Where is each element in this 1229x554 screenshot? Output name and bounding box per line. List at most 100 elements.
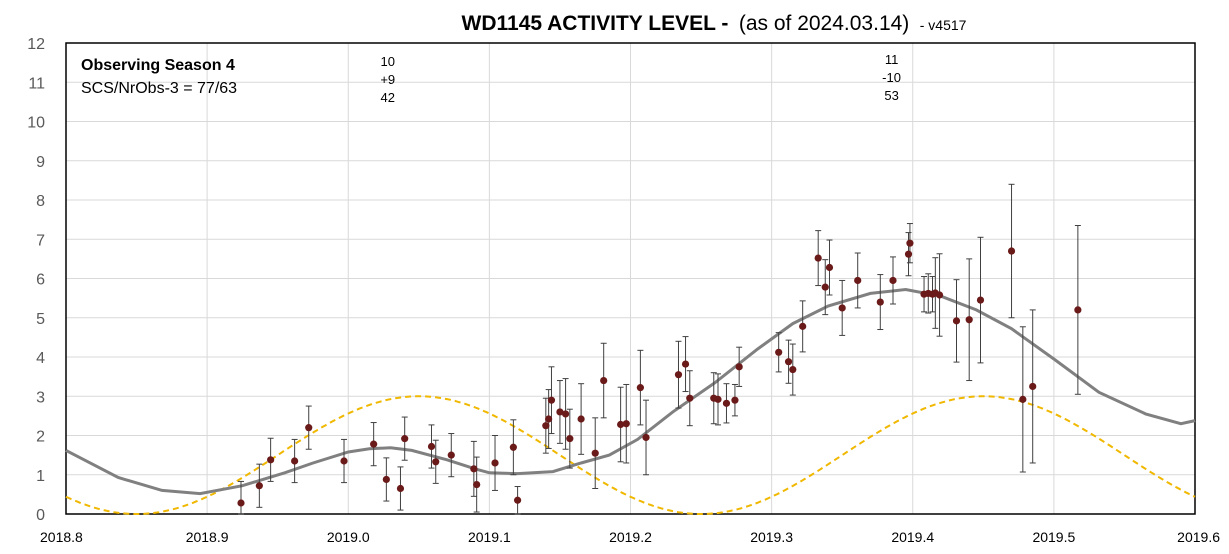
data-point xyxy=(821,283,829,291)
data-point xyxy=(1074,306,1082,314)
x-tick-label: 2019.6 xyxy=(1177,529,1220,545)
annotation-right-line-2: -10 xyxy=(882,70,901,85)
data-point xyxy=(906,239,914,247)
data-point xyxy=(952,317,961,325)
data-point xyxy=(561,410,570,418)
data-point xyxy=(447,451,455,459)
data-point xyxy=(427,442,436,451)
annotation-left: 10 +9 42 xyxy=(380,54,395,105)
data-point xyxy=(509,443,517,451)
data-point xyxy=(622,420,630,428)
data-point xyxy=(396,484,405,493)
data-points xyxy=(237,239,1082,507)
data-point xyxy=(775,348,783,356)
x-tick-label: 2019.4 xyxy=(891,529,934,545)
season-label: Observing Season 4 xyxy=(81,57,235,74)
data-point xyxy=(382,475,390,484)
annotation-left-line-1: 10 xyxy=(381,54,395,69)
data-point xyxy=(432,458,440,466)
data-point xyxy=(1007,247,1016,255)
data-point xyxy=(976,296,985,304)
data-point xyxy=(714,395,722,403)
data-point xyxy=(340,457,348,465)
data-point xyxy=(965,316,973,324)
data-point xyxy=(799,322,807,330)
model-curve xyxy=(65,395,1196,515)
data-point xyxy=(617,420,625,429)
data-point xyxy=(542,422,550,430)
error-bars xyxy=(237,183,1081,515)
annotation-right-line-1: 11 xyxy=(885,52,899,67)
y-tick-label: 0 xyxy=(36,507,45,524)
data-point xyxy=(267,456,275,464)
data-point xyxy=(876,298,884,306)
y-tick-label: 9 xyxy=(36,154,45,171)
x-tick-label: 2019.5 xyxy=(1032,529,1075,545)
data-point xyxy=(305,424,313,432)
y-tick-label: 12 xyxy=(27,36,45,53)
data-point xyxy=(681,360,690,368)
data-point xyxy=(491,459,499,467)
y-tick-label: 2 xyxy=(36,429,45,446)
ratio-label: SCS/NrObs-3 = 77/63 xyxy=(81,80,237,97)
y-tick-label: 4 xyxy=(36,350,45,367)
title-bold: WD1145 ACTIVITY LEVEL - xyxy=(462,12,729,35)
title-date: (as of 2024.03.14) xyxy=(739,12,909,35)
title-version: - v4517 xyxy=(920,17,967,33)
data-point xyxy=(731,396,739,404)
data-point xyxy=(722,399,731,407)
x-tick-label: 2018.8 xyxy=(40,529,83,545)
data-point xyxy=(642,433,650,442)
data-point xyxy=(784,358,793,366)
data-point xyxy=(600,376,608,385)
data-point xyxy=(686,394,694,402)
x-tick-label: 2019.0 xyxy=(327,529,370,545)
data-point xyxy=(514,496,522,504)
x-tick-label: 2019.1 xyxy=(468,529,511,545)
y-tick-label: 1 xyxy=(36,468,45,485)
data-point xyxy=(935,291,944,299)
error-bar xyxy=(237,480,244,515)
data-point xyxy=(825,263,834,272)
y-tick-label: 5 xyxy=(36,311,45,328)
y-tick-label: 11 xyxy=(28,75,45,92)
data-point xyxy=(636,384,644,392)
y-tick-label: 8 xyxy=(36,193,45,210)
data-point xyxy=(1029,382,1037,391)
data-point xyxy=(237,499,245,507)
x-tick-label: 2018.9 xyxy=(186,529,229,545)
data-point xyxy=(255,482,263,490)
data-point xyxy=(591,449,599,457)
annotation-right-line-3: 53 xyxy=(884,88,898,103)
data-point xyxy=(889,276,897,285)
annotation-left-line-3: 42 xyxy=(381,90,395,105)
data-point xyxy=(401,435,409,443)
data-point xyxy=(566,435,574,443)
data-point xyxy=(789,365,797,374)
data-point xyxy=(370,440,378,448)
annotation-right: 11 -10 53 xyxy=(882,52,901,103)
data-point xyxy=(674,371,683,379)
season-annotation: Observing Season 4 SCS/NrObs-3 = 77/63 xyxy=(81,57,237,97)
data-point xyxy=(838,304,846,312)
data-point xyxy=(547,396,556,404)
data-point xyxy=(1019,395,1027,403)
x-tick-label: 2019.3 xyxy=(750,529,793,545)
annotation-left-line-2: +9 xyxy=(380,72,395,87)
plot-frame xyxy=(65,42,1196,515)
data-point xyxy=(735,363,743,371)
data-point xyxy=(545,415,553,423)
y-tick-label: 3 xyxy=(36,389,45,406)
data-point xyxy=(473,480,481,489)
data-point xyxy=(904,250,913,258)
x-axis-ticks: 2018.8 2018.9 2019.0 2019.1 2019.2 2019.3 2019… xyxy=(40,529,1220,545)
chart-title: WD1145 ACTIVITY LEVEL - (as of 2024.03.1… xyxy=(462,12,967,35)
data-point xyxy=(814,254,822,262)
data-point xyxy=(854,276,862,285)
data-point xyxy=(291,457,299,465)
x-tick-label: 2019.2 xyxy=(609,529,652,545)
data-point xyxy=(577,415,585,423)
y-tick-label: 10 xyxy=(27,115,45,132)
